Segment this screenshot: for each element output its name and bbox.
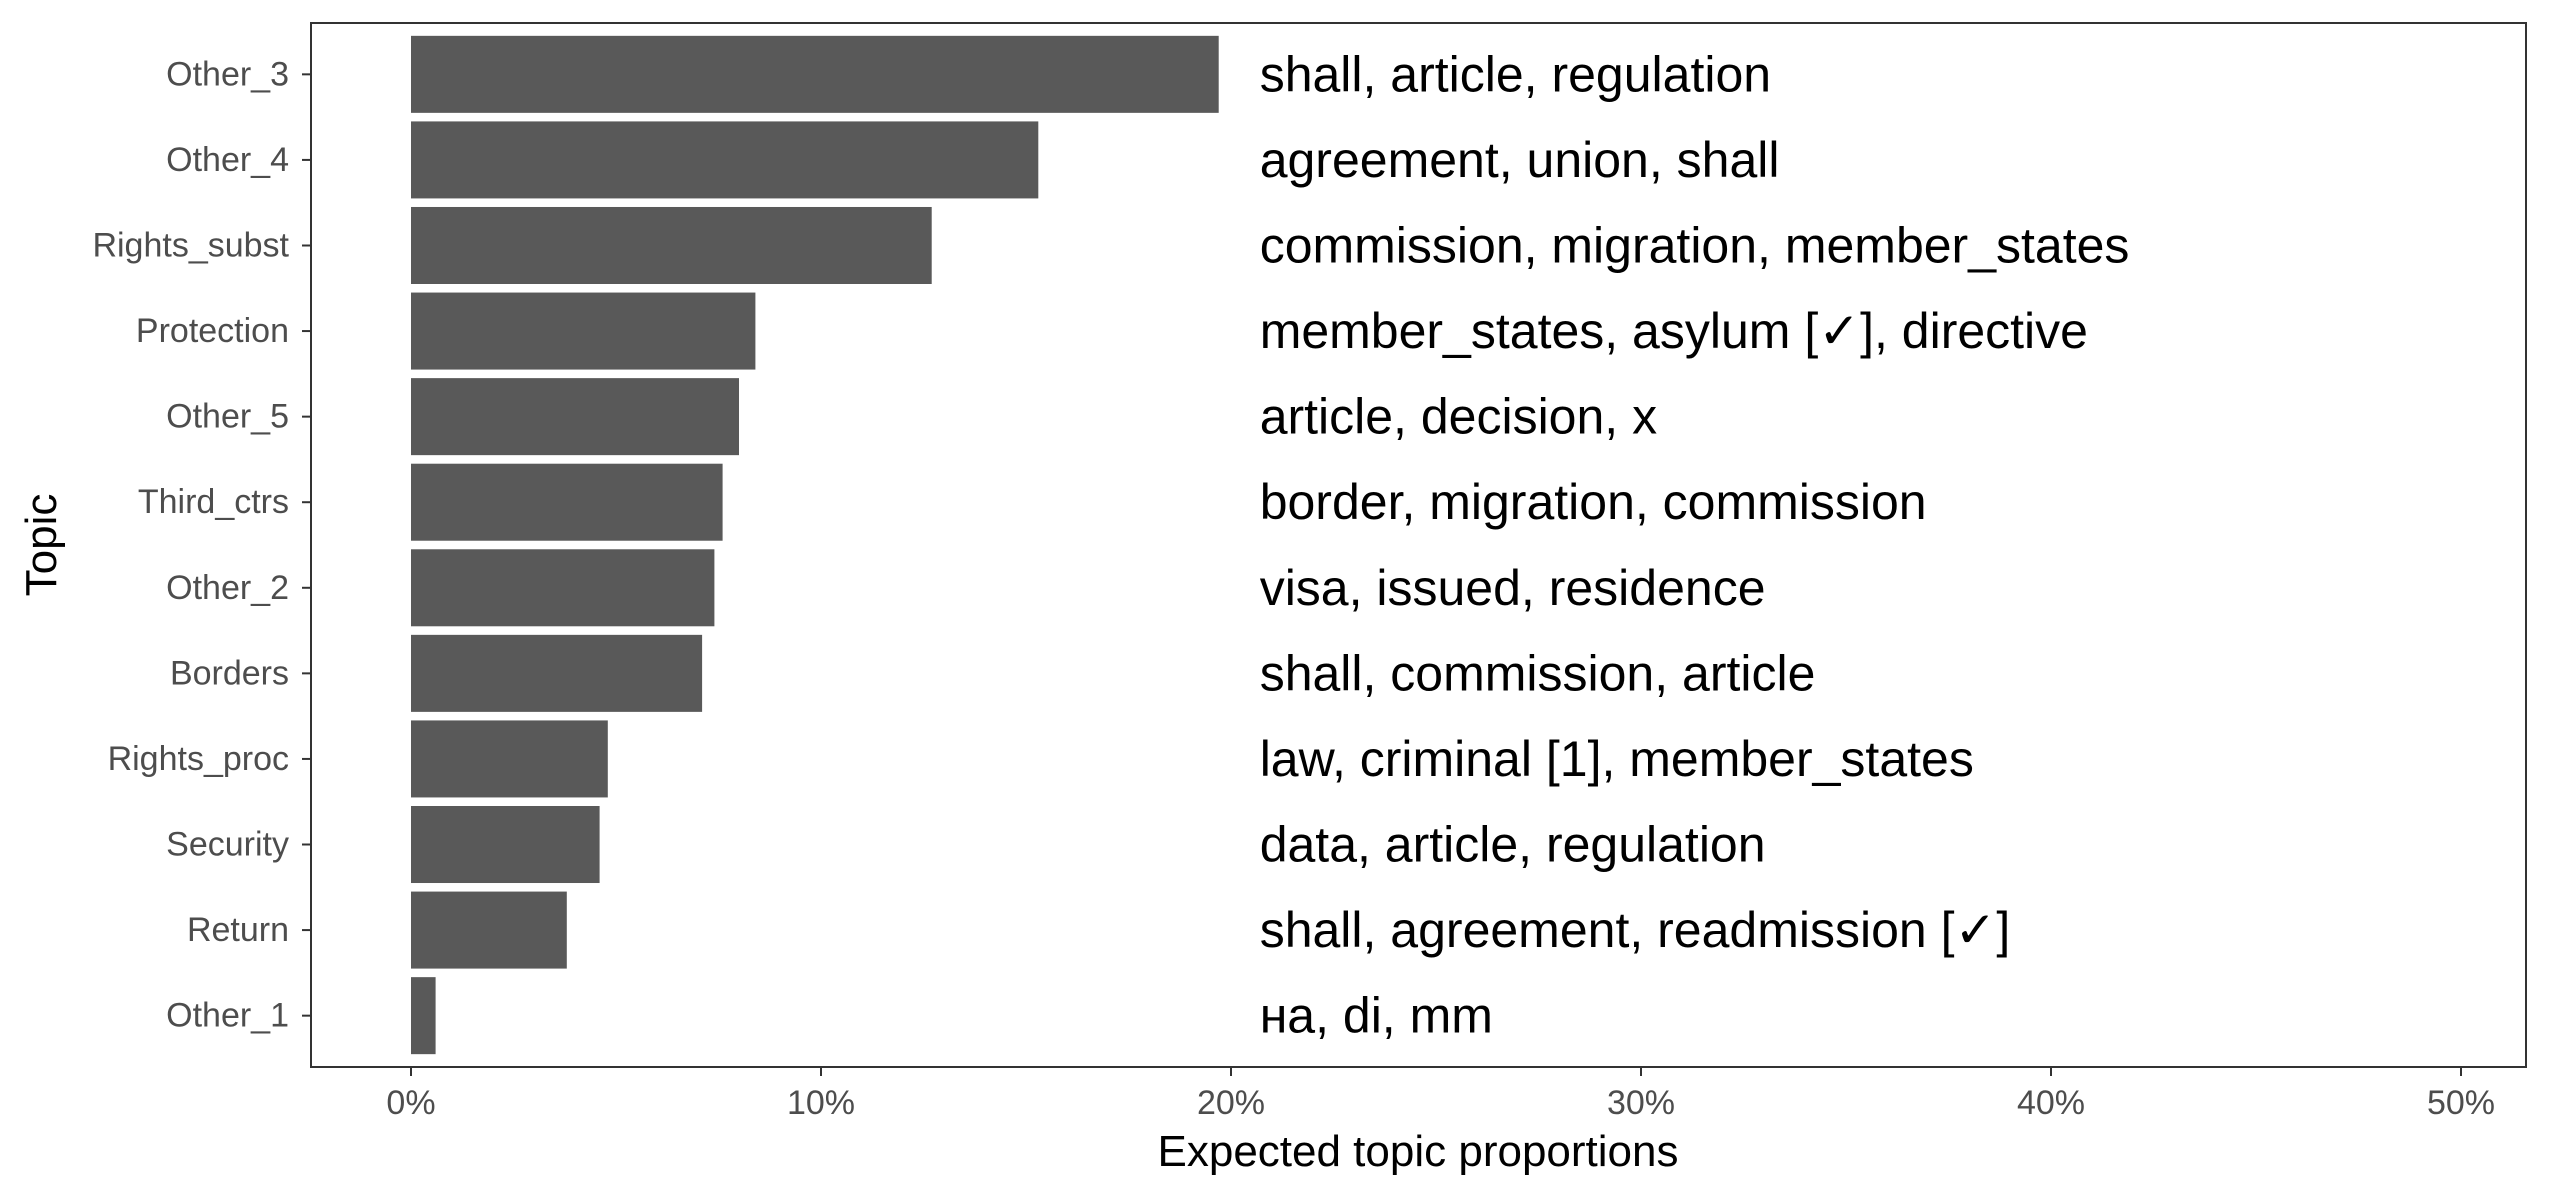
y-tick-label: Protection xyxy=(136,312,289,350)
annotations-layer: shall, article, regulation agreement, uni… xyxy=(1260,46,2130,1043)
y-axis: Other_3 Other_4 Rights_subst Protection Othe… xyxy=(92,55,311,1035)
bar-annotation: на, di, mm xyxy=(1260,988,1493,1044)
x-tick-label: 50% xyxy=(2427,1084,2495,1122)
x-tick-label: 30% xyxy=(1607,1084,1675,1122)
bar-rights-proc xyxy=(411,720,608,798)
bar-annotation: data, article, regulation xyxy=(1260,817,1766,873)
bar-annotation: agreement, union, shall xyxy=(1260,132,1780,188)
y-tick-label: Other_2 xyxy=(166,569,289,607)
x-tick-label: 0% xyxy=(386,1084,435,1122)
y-tick-label: Borders xyxy=(170,654,289,692)
bar-annotation: shall, commission, article xyxy=(1260,645,1816,701)
x-tick-label: 40% xyxy=(2017,1084,2085,1122)
x-tick-label: 10% xyxy=(787,1084,855,1122)
x-axis-title: Expected topic proportions xyxy=(1158,1127,1679,1176)
y-tick-label: Return xyxy=(187,911,289,949)
y-tick-label: Rights_subst xyxy=(92,226,289,264)
bars-layer xyxy=(411,35,1219,1055)
bar-other-1 xyxy=(411,977,436,1055)
bar-borders xyxy=(411,634,703,712)
y-tick-label: Other_3 xyxy=(166,55,289,93)
x-axis: 0% 10% 20% 30% 40% 50% xyxy=(386,1067,2495,1122)
bar-protection xyxy=(411,292,756,370)
y-tick-label: Rights_proc xyxy=(108,740,289,778)
bar-annotation: commission, migration, member_states xyxy=(1260,217,2130,273)
bar-third-ctrs xyxy=(411,463,723,541)
bar-annotation: article, decision, x xyxy=(1260,389,1657,445)
y-tick-label: Third_ctrs xyxy=(138,483,289,521)
bar-other-2 xyxy=(411,549,715,627)
bar-other-3 xyxy=(411,35,1219,113)
bar-return xyxy=(411,891,567,969)
bar-annotation: border, migration, commission xyxy=(1260,474,1927,530)
y-tick-label: Other_1 xyxy=(166,997,289,1035)
x-tick-label: 20% xyxy=(1197,1084,1265,1122)
y-tick-label: Security xyxy=(166,826,289,864)
bar-annotation: member_states, asylum [✓], directive xyxy=(1260,303,2088,359)
bar-annotation: shall, article, regulation xyxy=(1260,46,1771,102)
bar-other-4 xyxy=(411,121,1039,199)
bar-annotation: shall, agreement, readmission [✓] xyxy=(1260,902,2011,958)
y-axis-title: Topic xyxy=(17,494,66,597)
bar-other-5 xyxy=(411,378,739,456)
bar-rights-subst xyxy=(411,206,932,284)
bar-security xyxy=(411,806,600,884)
y-tick-label: Other_5 xyxy=(166,398,289,436)
bar-annotation: law, criminal [1], member_states xyxy=(1260,731,1974,787)
bar-annotation: visa, issued, residence xyxy=(1260,560,1766,616)
y-tick-label: Other_4 xyxy=(166,141,289,179)
